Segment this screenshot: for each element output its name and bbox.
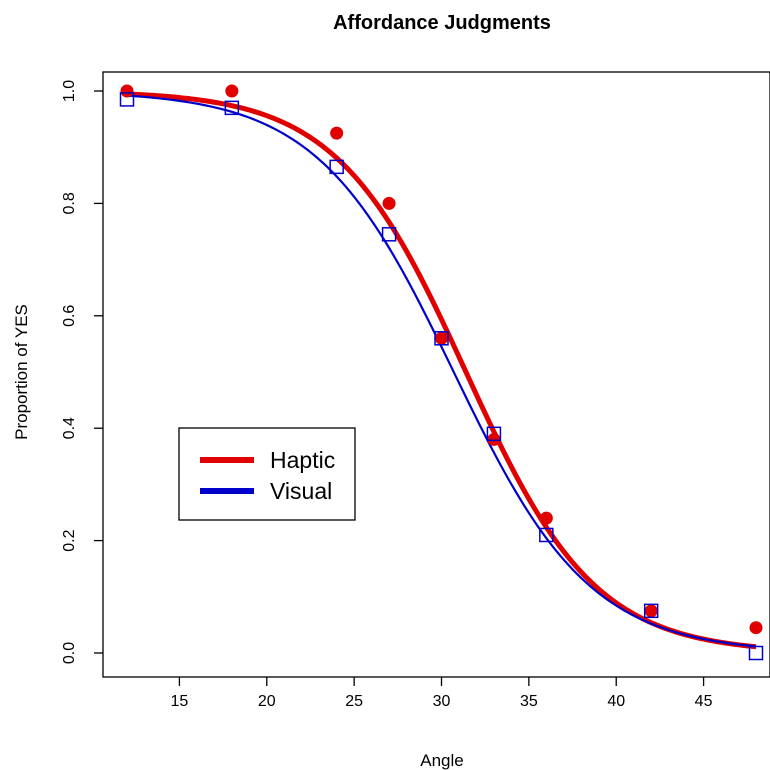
y-tick-label: 0.6 bbox=[61, 305, 78, 327]
data-point-visual bbox=[329, 159, 344, 175]
data-point-haptic bbox=[539, 511, 553, 525]
data-point-visual bbox=[539, 527, 554, 543]
fit-line-haptic bbox=[126, 91, 757, 650]
data-point-haptic bbox=[225, 84, 239, 98]
legend-label-haptic: Haptic bbox=[270, 447, 335, 473]
x-axis-label: Angle bbox=[420, 751, 463, 770]
data-point-haptic bbox=[330, 126, 344, 140]
fit-lines bbox=[126, 91, 757, 650]
x-tick-label: 15 bbox=[171, 693, 189, 710]
data-point-haptic bbox=[749, 621, 763, 635]
data-point-haptic bbox=[435, 331, 448, 345]
x-axis: 15 20 25 30 35 40 45 bbox=[171, 677, 713, 710]
y-tick-label: 0.4 bbox=[61, 417, 78, 439]
x-tick-label: 30 bbox=[433, 693, 451, 710]
data-point-haptic bbox=[382, 196, 396, 210]
data-points bbox=[119, 84, 764, 661]
data-point-haptic bbox=[644, 604, 658, 618]
data-point-haptic bbox=[487, 432, 501, 446]
x-tick-label: 20 bbox=[258, 693, 276, 710]
data-point-visual bbox=[224, 100, 240, 116]
x-tick-label: 40 bbox=[607, 693, 625, 710]
data-point-visual bbox=[643, 603, 659, 619]
data-point-visual bbox=[119, 92, 135, 107]
y-tick-label: 0.8 bbox=[61, 192, 78, 214]
x-tick-label: 25 bbox=[345, 693, 363, 710]
x-tick-label: 35 bbox=[520, 693, 538, 710]
y-axis-label: Proportion of YES bbox=[12, 304, 31, 440]
legend-label-visual: Visual bbox=[270, 478, 332, 504]
data-point-visual bbox=[486, 426, 502, 442]
chart-title: Affordance Judgments bbox=[333, 12, 551, 34]
data-point-visual bbox=[381, 227, 397, 242]
legend: Haptic Visual bbox=[178, 427, 356, 521]
plot-frame bbox=[102, 71, 770, 678]
legend-box bbox=[178, 427, 356, 521]
y-tick-label: 0.0 bbox=[61, 642, 78, 664]
x-tick-label: 45 bbox=[695, 693, 713, 710]
data-point-haptic bbox=[120, 84, 134, 98]
y-axis: 0.0 0.2 0.4 0.6 0.8 1.0 bbox=[61, 80, 103, 664]
data-point-visual bbox=[434, 331, 449, 346]
fit-line-visual bbox=[126, 94, 757, 648]
data-point-visual bbox=[748, 645, 764, 661]
y-tick-label: 1.0 bbox=[61, 80, 78, 102]
y-tick-label: 0.2 bbox=[61, 529, 78, 551]
